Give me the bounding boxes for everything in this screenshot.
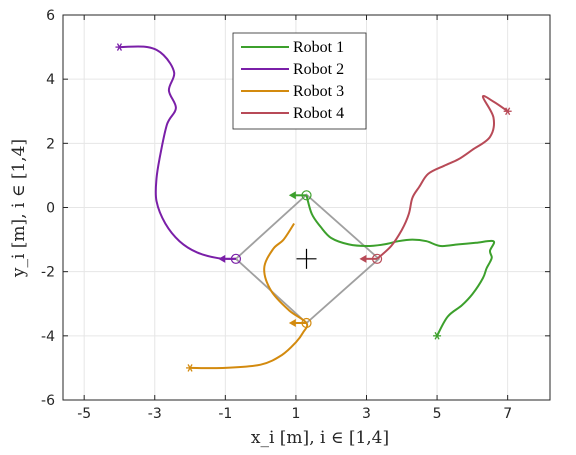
x-tick-label: 3 bbox=[362, 406, 371, 422]
x-tick-label: 7 bbox=[503, 406, 512, 422]
y-tick-label: 0 bbox=[46, 201, 55, 217]
x-tick-label: -5 bbox=[77, 406, 91, 422]
x-axis-label: x_i [m], i ∈ [1,4] bbox=[251, 428, 389, 448]
y-axis-label: y_i [m], i ∈ [1,4] bbox=[9, 139, 29, 278]
series-line-robot-1 bbox=[305, 195, 496, 337]
velocity-arrowhead-robot-4 bbox=[359, 254, 367, 263]
x-tick-label: -1 bbox=[218, 406, 232, 422]
legend-label-robot-1: Robot 1 bbox=[293, 39, 344, 56]
x-tick-label: 1 bbox=[291, 406, 300, 422]
x-tick-label: -3 bbox=[148, 406, 162, 422]
start-marker-stroke bbox=[434, 332, 440, 340]
legend-label-robot-3: Robot 3 bbox=[293, 83, 344, 100]
start-marker-robot-2 bbox=[115, 43, 124, 51]
legend-label-robot-4: Robot 4 bbox=[293, 105, 344, 122]
start-marker-robot-3 bbox=[186, 364, 195, 372]
start-marker-robot-1 bbox=[433, 332, 442, 340]
y-tick-label: 4 bbox=[46, 72, 55, 88]
start-marker-robot-4 bbox=[503, 107, 512, 116]
start-marker-stroke bbox=[505, 107, 511, 116]
velocity-arrowhead-robot-3 bbox=[288, 319, 296, 327]
axis-ticks: -5 -3 -1 1 3 5 7 -6 -4 -2 0 2 4 6 bbox=[41, 8, 550, 422]
velocity-arrowhead-robot-1 bbox=[288, 191, 296, 200]
start-marker-stroke bbox=[187, 364, 193, 372]
y-tick-label: 6 bbox=[46, 8, 55, 24]
y-tick-label: -4 bbox=[41, 329, 55, 345]
series-line-robot-4 bbox=[376, 95, 509, 260]
legend-label-robot-2: Robot 2 bbox=[293, 61, 344, 78]
y-tick-label: -2 bbox=[41, 265, 55, 281]
series-line-robot-2 bbox=[119, 45, 236, 260]
series-group bbox=[115, 43, 512, 372]
start-marker-stroke bbox=[116, 43, 123, 51]
y-tick-label: 2 bbox=[46, 136, 55, 152]
velocity-arrowhead-robot-2 bbox=[218, 254, 226, 263]
y-tick-label: -6 bbox=[41, 393, 55, 409]
legend: Robot 1 Robot 2 Robot 3 Robot 4 bbox=[232, 32, 367, 130]
x-tick-label: 5 bbox=[433, 406, 442, 422]
